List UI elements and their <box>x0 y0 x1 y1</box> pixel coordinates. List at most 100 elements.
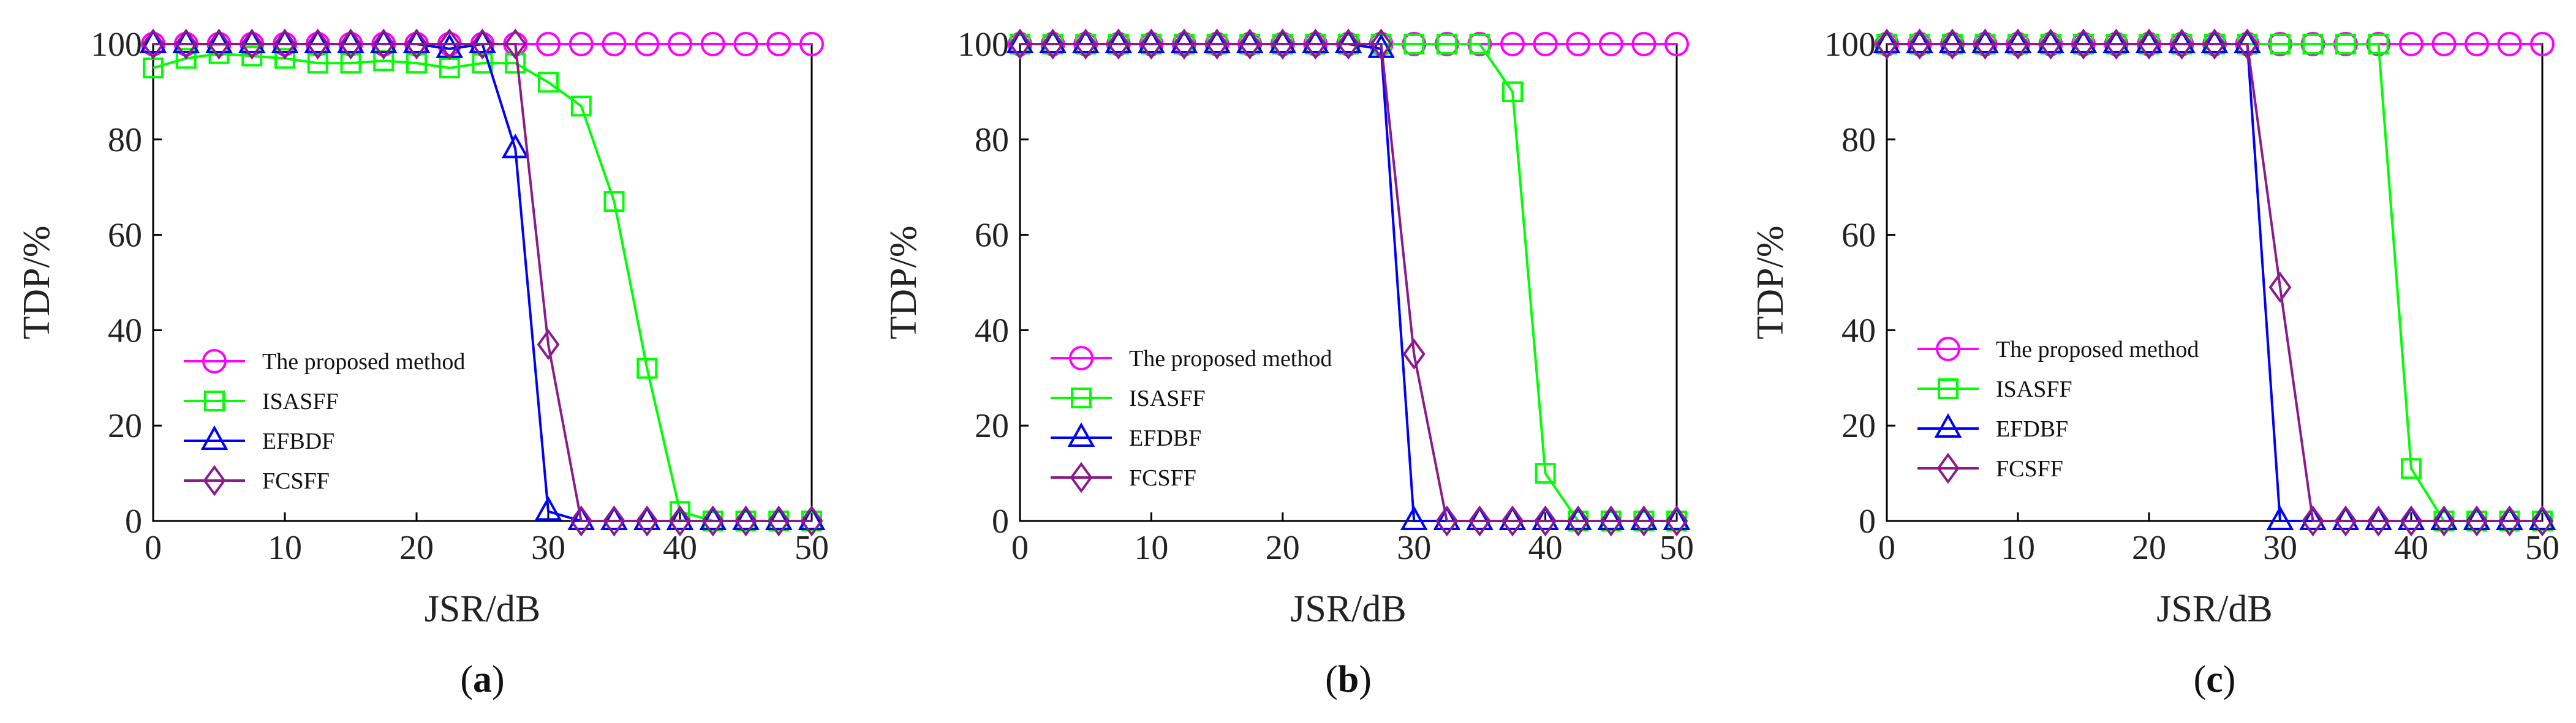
data-point <box>1170 28 1198 53</box>
data-point <box>337 28 364 53</box>
data-point <box>635 32 660 56</box>
legend-marker <box>200 425 229 450</box>
data-point <box>1600 505 1623 537</box>
legend: The proposed method ISASFF EFDBF FCSFF <box>1051 346 1332 493</box>
data-point <box>1598 32 1623 56</box>
x-tick-label: 20 <box>2132 529 2166 567</box>
data-point <box>765 505 793 530</box>
data-point <box>633 505 661 530</box>
data-point <box>2399 32 2423 56</box>
legend-marker <box>204 391 225 411</box>
data-point <box>1566 505 1590 537</box>
y-axis-title: TDP/% <box>1750 226 1791 340</box>
legend-entry: FCSFF <box>1129 465 1196 491</box>
data-point <box>2365 505 2392 530</box>
series-fcsff <box>142 28 823 537</box>
data-point <box>1137 28 1165 53</box>
legend-marker <box>203 465 226 496</box>
data-point <box>2397 505 2425 530</box>
data-point <box>2463 505 2491 530</box>
data-point <box>798 505 826 530</box>
data-point <box>2268 271 2292 303</box>
x-axis-title: JSR/dB <box>425 588 541 630</box>
data-point <box>1370 28 1393 60</box>
data-point <box>1908 28 1931 60</box>
data-point <box>1006 28 1034 53</box>
data-point <box>700 32 725 56</box>
data-point <box>635 505 659 537</box>
data-point <box>1173 28 1196 60</box>
data-point <box>1334 28 1362 53</box>
data-point <box>175 48 197 69</box>
legend: The proposed method ISASFF EFDBF FCSFF <box>1917 337 2199 484</box>
caption-close-paren: ) <box>1359 659 1372 700</box>
data-point <box>1433 505 1461 530</box>
x-tick-label: 20 <box>1266 529 1300 567</box>
data-point <box>2168 28 2196 53</box>
data-point <box>139 28 167 53</box>
data-point <box>406 53 427 74</box>
series-line <box>153 52 812 522</box>
data-point <box>1236 28 1264 53</box>
data-point <box>2430 505 2458 530</box>
series-isasff <box>1876 34 2553 531</box>
x-tick-label: 0 <box>145 529 162 567</box>
data-point <box>504 28 527 60</box>
plot-frame <box>152 43 813 522</box>
data-point <box>2302 34 2324 54</box>
data-point <box>570 505 593 537</box>
data-point <box>1107 28 1130 60</box>
data-point <box>273 28 297 60</box>
data-point <box>438 28 461 60</box>
caption-open-paren: ( <box>1325 659 1338 700</box>
x-tick-label: 0 <box>1011 529 1029 567</box>
data-point <box>2367 505 2390 537</box>
legend-entry: The proposed method <box>1129 346 1332 372</box>
legend-entry: ISASFF <box>1129 386 1206 411</box>
data-point <box>603 191 625 212</box>
data-point <box>1039 28 1067 53</box>
data-point <box>1206 28 1229 60</box>
legend-marker <box>1067 422 1095 447</box>
y-tick-label: 100 <box>91 26 142 64</box>
panel-caption: (b) <box>1325 659 1372 700</box>
panel-caption: (a) <box>460 659 504 700</box>
data-point <box>2400 505 2423 537</box>
data-point <box>766 32 791 56</box>
y-tick-label: 40 <box>108 312 142 350</box>
data-point <box>2497 32 2522 56</box>
data-point <box>2137 28 2161 60</box>
legend-marker <box>202 349 227 373</box>
data-point <box>1630 505 1658 530</box>
y-tick-label: 20 <box>975 407 1009 445</box>
data-point <box>1435 505 1459 537</box>
data-point <box>2496 505 2523 530</box>
series-line <box>1887 43 2542 522</box>
data-point <box>1465 505 1494 530</box>
legend-entry: FCSFF <box>1996 456 2063 482</box>
data-point <box>2335 34 2356 54</box>
data-point <box>1663 505 1691 530</box>
data-point <box>699 505 727 530</box>
data-point <box>1971 28 1999 53</box>
caption-open-paren: ( <box>460 659 473 700</box>
x-axis-title: JSR/dB <box>2156 588 2273 630</box>
series-isasff <box>1010 34 1687 531</box>
y-tick-label: 40 <box>1841 312 1876 350</box>
data-point <box>2039 28 2062 60</box>
data-point <box>668 505 692 537</box>
x-tick-label: 10 <box>1134 529 1168 567</box>
series-line <box>1887 43 2542 522</box>
y-axis-title: TDP/% <box>16 226 58 340</box>
data-point <box>340 53 361 74</box>
legend-entry: FCSFF <box>262 468 330 494</box>
data-point <box>2334 505 2357 537</box>
legend-entry: ISASFF <box>1996 376 2072 402</box>
legend-marker <box>1936 452 1960 484</box>
data-point <box>405 28 428 60</box>
data-point <box>1402 338 1426 370</box>
data-point <box>1304 28 1327 60</box>
series-line <box>1020 43 1677 522</box>
series-efbdf <box>139 28 826 530</box>
